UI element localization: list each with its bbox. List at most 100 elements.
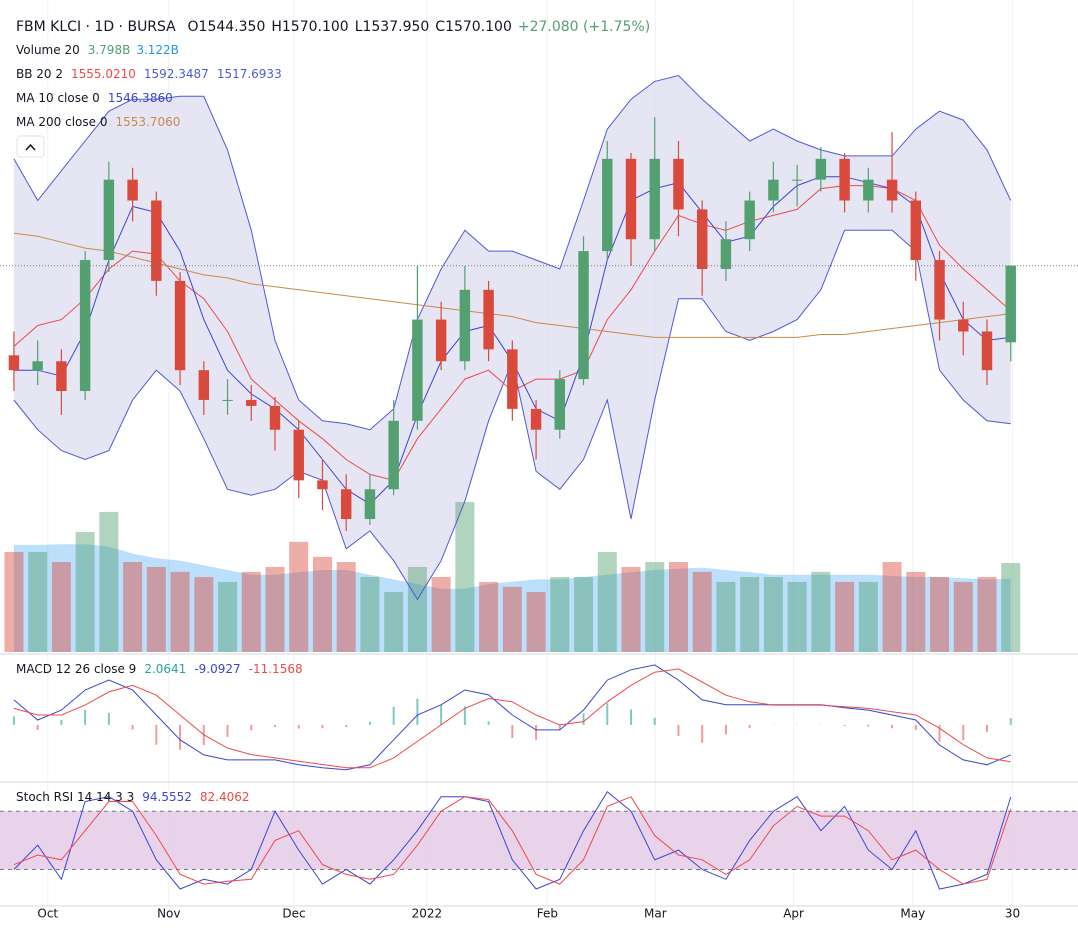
candle-body — [56, 361, 67, 392]
volume-bar — [431, 577, 451, 652]
legend-item: 1555.0210 — [71, 67, 136, 81]
candle-body — [198, 370, 210, 400]
legend-item: 94.5552 — [142, 790, 192, 804]
volume-bar — [4, 551, 24, 652]
legend-item: MA 200 close 0 — [16, 115, 107, 129]
legend-item: 1592.3487 — [144, 67, 209, 81]
stoch-k-line — [13, 791, 1012, 890]
candle-body — [507, 349, 518, 409]
volume-bar — [787, 581, 807, 652]
legend-item: 2.0641 — [144, 662, 186, 676]
collapse-icon[interactable] — [25, 143, 36, 151]
volume-bar — [360, 577, 380, 652]
candle-body — [649, 158, 660, 240]
legend-row: Volume 20 3.798B 3.122B — [16, 43, 179, 57]
x-tick-label: 2022 — [412, 907, 443, 921]
candle-body — [127, 179, 138, 201]
volume-bar — [621, 566, 641, 652]
macd-histogram-bar — [12, 716, 15, 725]
legend-item: FBM KLCI · 1D · BURSA — [16, 19, 176, 35]
macd-histogram-bar — [748, 724, 751, 728]
volume-bar — [882, 562, 902, 652]
candle-body — [174, 280, 186, 371]
volume-bar — [479, 581, 499, 652]
bollinger-fill — [13, 75, 1011, 600]
macd-histogram-bar — [179, 724, 182, 750]
macd-histogram-bar — [582, 713, 585, 725]
legend-item: Stoch RSI 14 14 3 3 — [16, 790, 134, 804]
legend-item: -9.0927 — [194, 662, 240, 676]
collapse-box[interactable] — [16, 135, 45, 158]
legend-row: MA 200 close 0 1553.7060 — [16, 115, 180, 129]
legend-row: MACD 12 26 close 9 2.0641 -9.0927 -11.1568 — [16, 662, 303, 676]
stoch-d-line — [13, 796, 1012, 885]
macd-histogram-bar — [107, 713, 110, 725]
candle-body — [791, 179, 803, 181]
candle-body — [32, 361, 43, 371]
legend-item: BB 20 2 — [16, 67, 63, 81]
volume-bar — [265, 566, 285, 652]
signal-line — [13, 668, 1011, 769]
legend-item: MACD 12 26 close 9 — [16, 662, 136, 676]
volume-bar — [977, 577, 997, 652]
volume-bar — [289, 541, 309, 652]
candle-body — [602, 158, 613, 252]
volume-bar — [763, 577, 783, 652]
macd-histogram-bar — [60, 719, 63, 725]
macd-histogram-bar — [606, 703, 609, 725]
candle-body — [910, 200, 922, 261]
candle-body — [222, 399, 233, 401]
macd-histogram-bar — [84, 709, 87, 725]
legend-item: C1570.100 — [435, 19, 512, 35]
x-tick-label: Oct — [37, 907, 58, 921]
moving-average — [13, 232, 1011, 338]
macd-histogram-bar — [155, 724, 158, 745]
volume-bar — [407, 566, 427, 652]
candle-body — [103, 179, 115, 261]
candle-body — [8, 355, 20, 371]
price-pane — [0, 74, 1078, 652]
macd-histogram-bar — [487, 721, 490, 725]
volume-bar — [858, 581, 878, 652]
legend-row: Stoch RSI 14 14 3 3 94.5552 82.4062 — [16, 790, 250, 804]
volume-bar — [835, 581, 855, 652]
legend-item: L1537.950 — [355, 19, 430, 35]
x-axis: Oct Nov Dec 2022 Feb Mar Apr May 30 — [37, 907, 1020, 921]
candle-body — [934, 260, 945, 320]
macd-histogram-bar — [938, 724, 941, 742]
macd-pane — [12, 664, 1012, 771]
candle-body — [815, 158, 827, 180]
volume-bar — [336, 562, 356, 652]
candle-body — [958, 319, 969, 332]
legend-item: H1570.100 — [271, 19, 348, 35]
macd-histogram-bar — [440, 704, 443, 725]
candle-body — [340, 489, 352, 520]
candle-body — [246, 399, 257, 406]
candle-body — [317, 480, 328, 490]
legend-item: 3.798B — [88, 43, 131, 57]
legend-item: +27.080 (+1.75%) — [518, 19, 650, 35]
volume-bar — [312, 556, 332, 652]
x-tick-label: Dec — [282, 907, 305, 921]
macd-histogram-bar — [724, 724, 727, 735]
macd-histogram-bar — [914, 724, 917, 730]
macd-histogram-bar — [535, 724, 538, 740]
macd-histogram-bar — [131, 724, 134, 730]
macd-histogram-bar — [297, 724, 300, 729]
candle-body — [151, 200, 162, 281]
candle-body — [863, 179, 874, 201]
macd-histogram-bar — [250, 724, 253, 731]
x-tick-label: Nov — [157, 907, 180, 921]
volume-bar — [218, 581, 238, 652]
macd-histogram-bar — [558, 724, 561, 730]
volume-bar — [1001, 563, 1021, 652]
legend-item: Volume 20 — [16, 43, 80, 57]
macd-histogram-bar — [274, 724, 276, 727]
candle-body — [578, 251, 589, 380]
legend-item: 82.4062 — [200, 790, 250, 804]
collapse-button[interactable] — [16, 135, 45, 158]
macd-histogram-bar — [677, 724, 680, 737]
volume-bar — [906, 571, 926, 652]
candle-body — [483, 289, 494, 350]
volume-bar — [668, 562, 688, 652]
